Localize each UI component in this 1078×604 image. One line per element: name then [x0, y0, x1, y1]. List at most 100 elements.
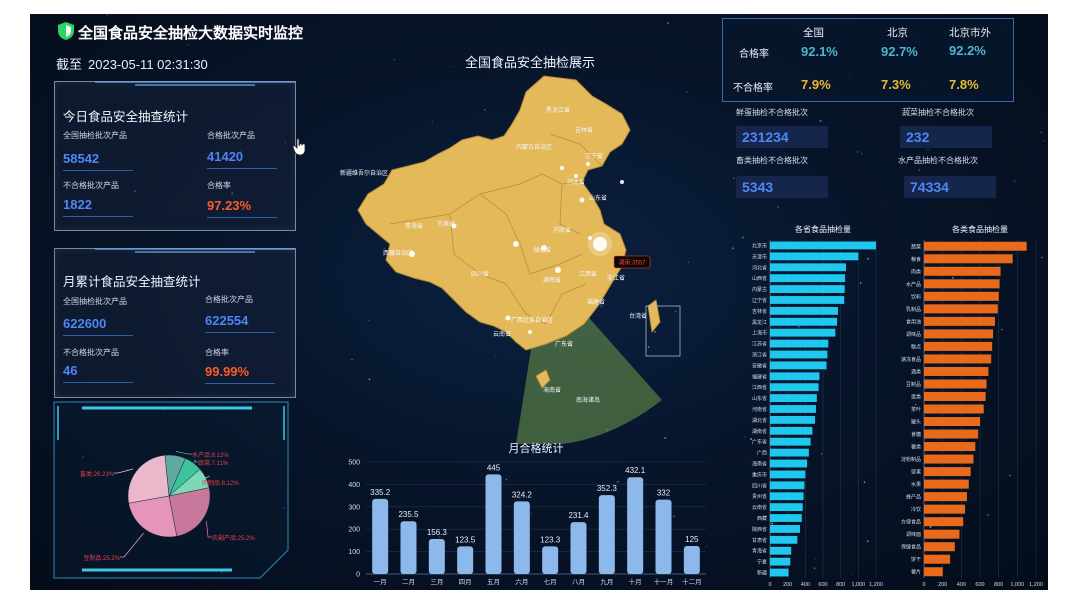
- x-tick-label: 400: [801, 582, 810, 588]
- star: [1043, 139, 1045, 142]
- star: [994, 416, 995, 418]
- y-tick-label: 薯片: [911, 569, 921, 576]
- rate-col-header: 全国: [803, 27, 824, 39]
- bar: [924, 354, 992, 364]
- star: [235, 429, 237, 431]
- bar: [513, 501, 530, 574]
- y-tick-label: 水产品: [906, 281, 921, 288]
- metric-label: 鲜蛋抽检不合格批次: [736, 108, 808, 117]
- chart-title: 月合格统计: [509, 441, 564, 455]
- star: [744, 435, 746, 438]
- y-tick-label: 蔬菜: [911, 243, 921, 250]
- province-border: [545, 283, 587, 325]
- y-tick-label: 江西省: [752, 384, 767, 391]
- underline: [63, 382, 133, 383]
- province-label: 内蒙古自治区: [516, 143, 552, 151]
- month-panel-title: 月累计食品安全抽查统计: [63, 275, 201, 289]
- bar: [372, 498, 389, 574]
- y-tick-label: 500: [348, 460, 360, 467]
- bar: [924, 542, 955, 552]
- bar: [924, 291, 999, 301]
- bar: [770, 514, 802, 522]
- province-label: 江西省: [579, 270, 597, 278]
- star: [533, 83, 534, 85]
- bar-data-label: 332: [657, 489, 671, 498]
- underline: [205, 383, 275, 384]
- category-pie-chart: 水产品:8.12%蔬菜:7.11% 肉制品:8.12% 农副产品:25.2% 豆制品:…: [80, 451, 255, 562]
- month-stats-panel: 月累计食品安全抽查统计 全国抽检批次产品 622600 合格批次产品 62255…: [54, 248, 296, 398]
- star: [929, 526, 932, 528]
- bar: [924, 429, 979, 439]
- bar: [770, 448, 809, 457]
- star: [732, 177, 735, 180]
- bar: [924, 504, 966, 514]
- star: [675, 310, 677, 313]
- panel-top-ornament: [95, 248, 295, 253]
- rate-value: 92.7%: [881, 44, 918, 59]
- star: [814, 558, 816, 560]
- bar: [770, 339, 829, 348]
- bar: [570, 522, 587, 574]
- hainan-island: [535, 369, 551, 389]
- star: [600, 305, 603, 307]
- today-fail-label: 不合格批次产品: [63, 181, 119, 190]
- star: [915, 403, 917, 406]
- today-pass-label: 合格批次产品: [207, 131, 255, 140]
- pie-data-label: 蔬菜:7.11%: [198, 459, 229, 467]
- china-landmass: [357, 75, 631, 351]
- x-tick-label: 600: [975, 582, 984, 588]
- star: [203, 58, 205, 60]
- province-label: 甘肃省: [437, 220, 455, 228]
- metric-value: 232: [900, 126, 992, 148]
- month-rate-label: 合格率: [205, 348, 229, 357]
- star: [918, 169, 921, 171]
- month-fail-label: 不合格批次产品: [63, 348, 119, 357]
- bar: [924, 241, 1027, 251]
- data-point-marker: [513, 241, 519, 247]
- y-tick-label: 西藏: [757, 515, 767, 522]
- month-pass-label: 合格批次产品: [205, 295, 253, 304]
- bar: [924, 316, 995, 326]
- pie-slice: [128, 495, 178, 538]
- x-tick-label: 八月: [572, 578, 585, 586]
- star: [968, 478, 970, 480]
- month-pass-value: 622554: [205, 313, 249, 328]
- star: [438, 536, 441, 539]
- today-rate-value: 97.23%: [207, 198, 252, 213]
- star: [368, 378, 371, 381]
- star: [186, 43, 189, 46]
- bar: [770, 383, 819, 392]
- province-border: [479, 193, 531, 275]
- province-border: [559, 183, 581, 235]
- y-tick-label: 400: [348, 482, 360, 489]
- bar: [924, 279, 1000, 289]
- bar: [770, 317, 838, 326]
- bar: [770, 350, 828, 359]
- star: [530, 512, 533, 515]
- today-pass-value: 41420: [207, 149, 244, 164]
- y-tick-label: 上海市: [752, 330, 767, 337]
- underline: [207, 168, 277, 169]
- province-label: 广东省: [555, 340, 573, 348]
- today-total-label: 全国抽检批次产品: [63, 131, 127, 140]
- star: [30, 89, 32, 91]
- star: [647, 346, 650, 348]
- province-label: 辽宁省: [585, 152, 603, 160]
- x-tick-label: 四月: [459, 578, 472, 586]
- bar-data-label: 123.5: [455, 535, 476, 544]
- bar: [627, 477, 644, 574]
- y-tick-label: 饮料: [911, 293, 921, 300]
- bar-data-label: 432.1: [625, 466, 646, 475]
- y-tick-label: 江苏省: [752, 341, 767, 348]
- bar-data-label: 445: [487, 463, 501, 472]
- province-label: 云南省: [493, 330, 511, 338]
- province-label: 黑龙江省: [546, 106, 570, 114]
- rate-col-header: 北京市外: [949, 27, 991, 39]
- star: [813, 567, 816, 569]
- bar: [770, 535, 798, 544]
- bar: [770, 546, 792, 555]
- y-tick-label: 河北省: [752, 264, 767, 271]
- bar: [924, 442, 976, 452]
- map-tooltip-box: [613, 255, 651, 269]
- bar: [542, 546, 559, 574]
